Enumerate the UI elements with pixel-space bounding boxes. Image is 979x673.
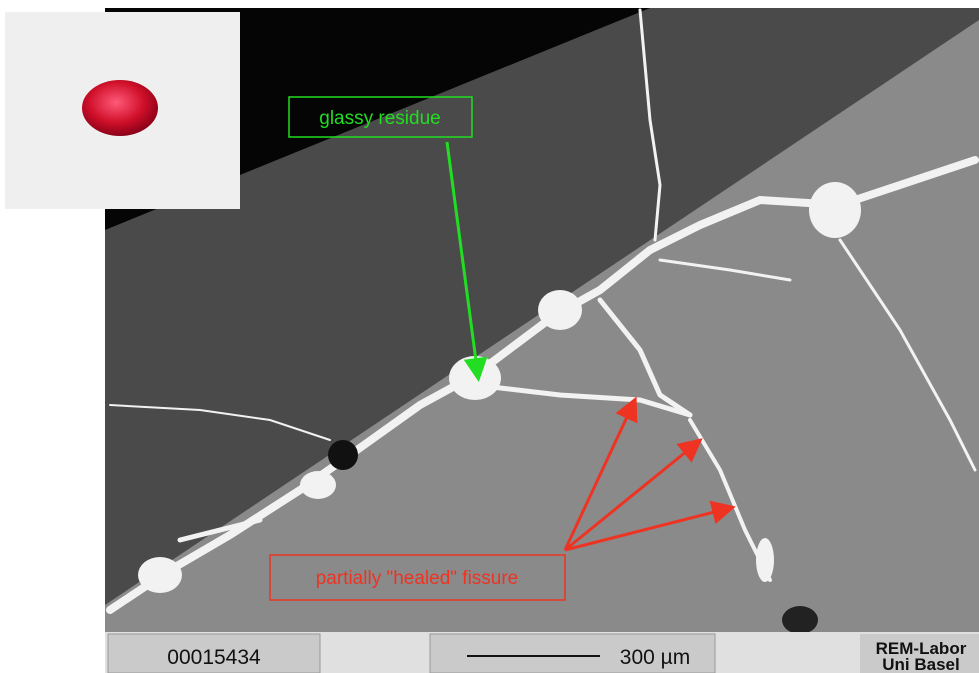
annotation-label: glassy residue	[319, 108, 440, 129]
lab-name: Uni Basel	[882, 655, 959, 673]
scale-label: 300 µm	[620, 646, 690, 669]
inset-photo	[5, 12, 240, 209]
image-number: 00015434	[167, 646, 261, 669]
annotation-label: partially "healed" fissure	[316, 568, 519, 589]
info-bar: 00015434 300 µm REM-Labor Uni Basel	[105, 632, 979, 673]
sem-figure: glassy residue partially "healed" fissur…	[0, 0, 979, 673]
